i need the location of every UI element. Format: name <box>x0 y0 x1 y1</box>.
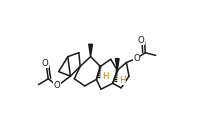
Polygon shape <box>89 44 92 57</box>
Circle shape <box>116 70 118 71</box>
Text: H: H <box>119 76 125 85</box>
Text: O: O <box>133 54 140 63</box>
Text: O: O <box>42 59 48 68</box>
Polygon shape <box>116 59 119 70</box>
Text: H: H <box>102 72 108 81</box>
Text: O: O <box>54 82 60 90</box>
Circle shape <box>99 66 101 68</box>
Text: O: O <box>137 36 144 45</box>
